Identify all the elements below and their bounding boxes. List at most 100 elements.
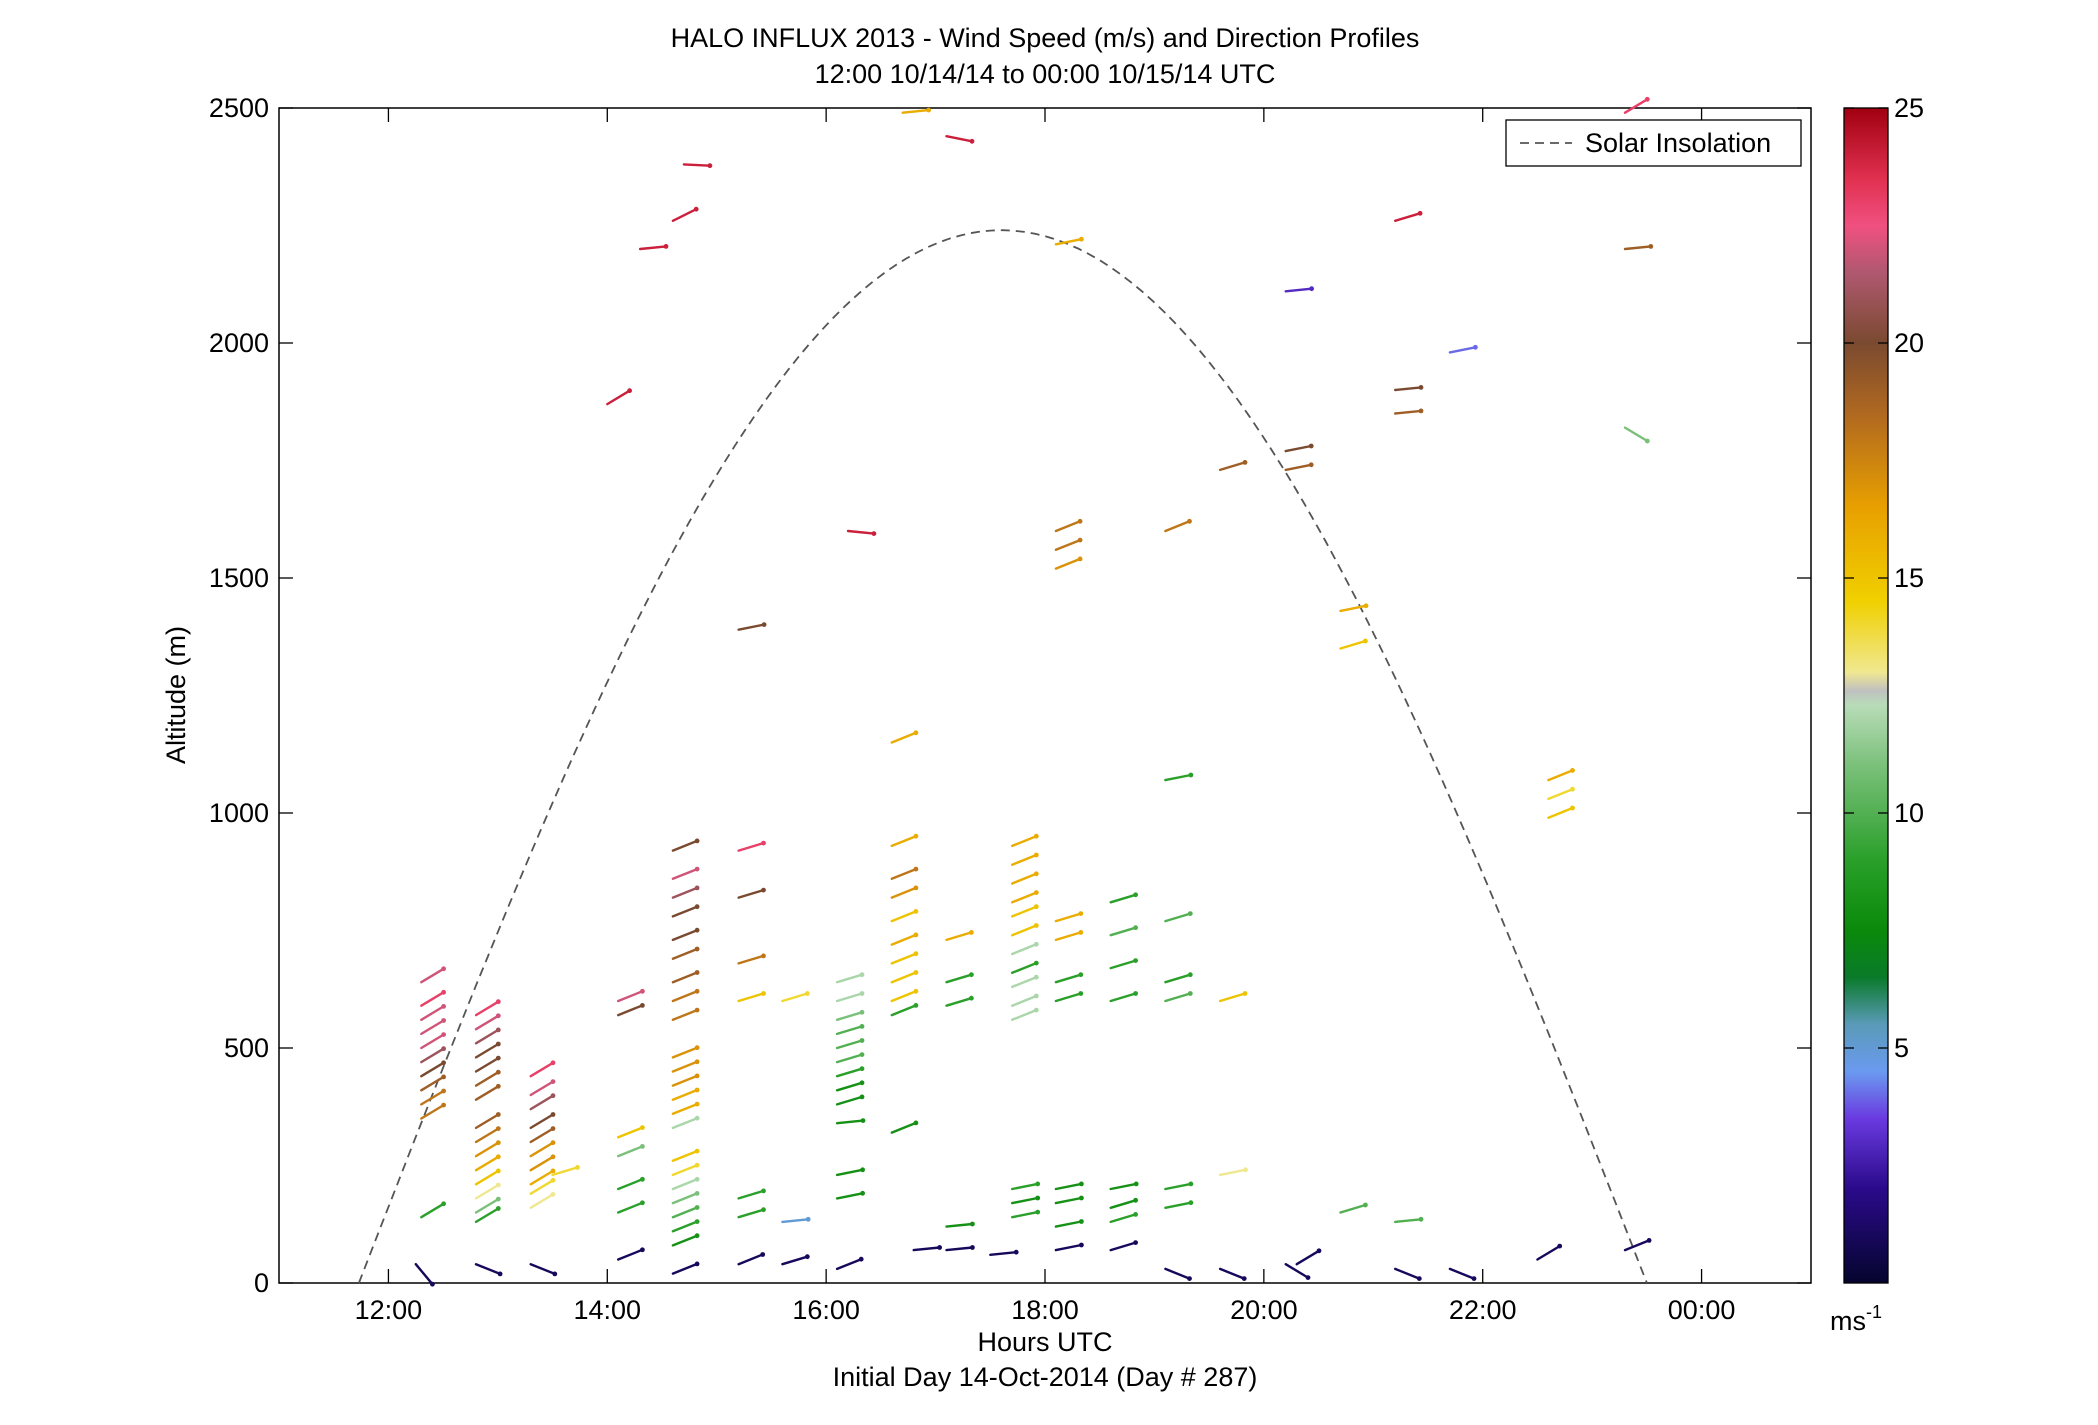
wind-arrow-head: [913, 866, 919, 872]
wind-arrow-head: [627, 388, 632, 394]
wind-arrow-head: [694, 1205, 700, 1210]
wind-arrow: [1284, 287, 1313, 293]
wind-arrow-head: [694, 927, 700, 933]
wind-arrow: [1536, 1244, 1561, 1261]
wind-arrow-head: [859, 1038, 865, 1043]
wind-arrow-head: [859, 1052, 865, 1057]
wind-arrow: [835, 1119, 865, 1125]
wind-arrow-head: [969, 995, 974, 1001]
wind-arrow: [835, 1095, 864, 1106]
wind-arrow: [474, 1197, 500, 1214]
wind-arrow: [890, 952, 918, 965]
wind-arrow-head: [761, 1188, 766, 1194]
wind-arrow-head: [1418, 385, 1424, 390]
wind-arrow: [671, 886, 699, 899]
wind-arrow-head: [694, 1059, 700, 1065]
wind-arrow-head: [495, 1069, 501, 1075]
wind-arrow: [1011, 853, 1038, 866]
wind-arrow: [617, 1145, 644, 1158]
wind-arrow: [420, 1089, 445, 1106]
wind-arrow: [420, 1103, 445, 1120]
wind-arrow-head: [495, 1083, 501, 1089]
wind-arrow-head: [1570, 786, 1575, 792]
wind-arrow: [420, 1033, 445, 1050]
wind-arrow-head: [694, 1176, 700, 1182]
wind-arrow-head: [1316, 1248, 1322, 1254]
wind-arrow-head: [1471, 1276, 1477, 1281]
wind-arrow: [1448, 1267, 1476, 1280]
wind-arrow: [1393, 386, 1423, 392]
wind-arrow-head: [441, 966, 446, 972]
wind-arrow-head: [1077, 537, 1083, 543]
wind-arrow-head: [913, 1003, 919, 1008]
wind-arrow-head: [640, 1247, 645, 1253]
wind-arrow-head: [1013, 1249, 1019, 1255]
wind-arrow: [671, 1178, 699, 1191]
wind-arrow-head: [859, 1094, 865, 1100]
wind-arrow: [671, 905, 699, 918]
wind-arrow-head: [1133, 1212, 1138, 1217]
x-tick-label: 20:00: [1230, 1295, 1298, 1325]
wind-arrow: [474, 1207, 500, 1224]
wind-arrow: [737, 841, 765, 852]
wind-arrow-head: [859, 991, 865, 996]
wind-arrow: [671, 929, 699, 942]
wind-arrow-head: [1035, 1195, 1041, 1201]
wind-arrow: [1109, 992, 1137, 1003]
wind-arrow: [1054, 237, 1083, 246]
wind-arrow: [1011, 905, 1038, 918]
wind-arrow-head: [694, 988, 700, 994]
wind-arrow: [529, 1169, 555, 1186]
wind-arrow: [1295, 1249, 1321, 1266]
wind-arrow-head: [441, 989, 446, 995]
wind-arrow-head: [913, 951, 919, 957]
y-tick-label: 1500: [209, 563, 269, 593]
colorbar-tick-label: 20: [1894, 328, 1924, 358]
wind-arrow-head: [937, 1245, 942, 1250]
wind-arrow-head: [1035, 1209, 1041, 1215]
wind-arrow: [945, 1246, 974, 1252]
wind-arrow: [1164, 973, 1192, 984]
wind-arrow-head: [575, 1165, 580, 1170]
x-axis-ticks: 12:00 14:00 16:00 18:00 20:00 22:00 00:00: [355, 108, 1735, 1325]
wind-arrow-head: [1033, 904, 1039, 910]
wind-arrow-head: [550, 1060, 556, 1066]
y-tick-label: 0: [254, 1268, 269, 1298]
wind-arrow: [671, 1163, 699, 1177]
wind-arrow: [420, 1075, 445, 1092]
wind-arrow-head: [693, 206, 699, 212]
y-tick-label: 2500: [209, 93, 269, 123]
wind-arrow: [945, 997, 973, 1007]
wind-arrow-head: [804, 991, 810, 996]
wind-arrow-head: [550, 1093, 556, 1099]
wind-arrow: [1109, 1199, 1137, 1210]
wind-arrow: [1393, 1218, 1423, 1224]
wind-arrow: [890, 835, 918, 848]
wind-arrow: [737, 888, 765, 899]
wind-arrow-head: [640, 988, 645, 994]
wind-arrow: [1011, 1196, 1039, 1205]
wind-arrow: [1011, 891, 1038, 904]
wind-arrow: [781, 992, 809, 1003]
wind-arrow: [1164, 1201, 1193, 1210]
wind-arrow: [890, 910, 918, 923]
wind-arrow-head: [1077, 518, 1083, 524]
wind-arrow: [835, 1257, 863, 1271]
wind-arrow: [1339, 639, 1367, 650]
wind-arrow-head: [1363, 1202, 1368, 1208]
wind-arrow: [890, 990, 918, 1003]
wind-arrow: [606, 389, 631, 406]
colorbar-unit: ms-1: [1830, 1302, 1882, 1336]
wind-arrow-head: [1079, 236, 1084, 242]
wind-arrow: [1393, 1267, 1421, 1280]
wind-arrow-head: [926, 107, 931, 113]
wind-arrow-head: [859, 1066, 865, 1072]
wind-arrow-head: [761, 622, 767, 627]
wind-arrow: [835, 1011, 864, 1021]
y-tick-label: 500: [224, 1033, 269, 1063]
wind-arrow-head: [694, 1115, 700, 1121]
wind-arrow: [638, 245, 668, 251]
wind-arrow: [835, 973, 864, 984]
y-tick-label: 1000: [209, 798, 269, 828]
wind-arrow: [1218, 1267, 1246, 1280]
